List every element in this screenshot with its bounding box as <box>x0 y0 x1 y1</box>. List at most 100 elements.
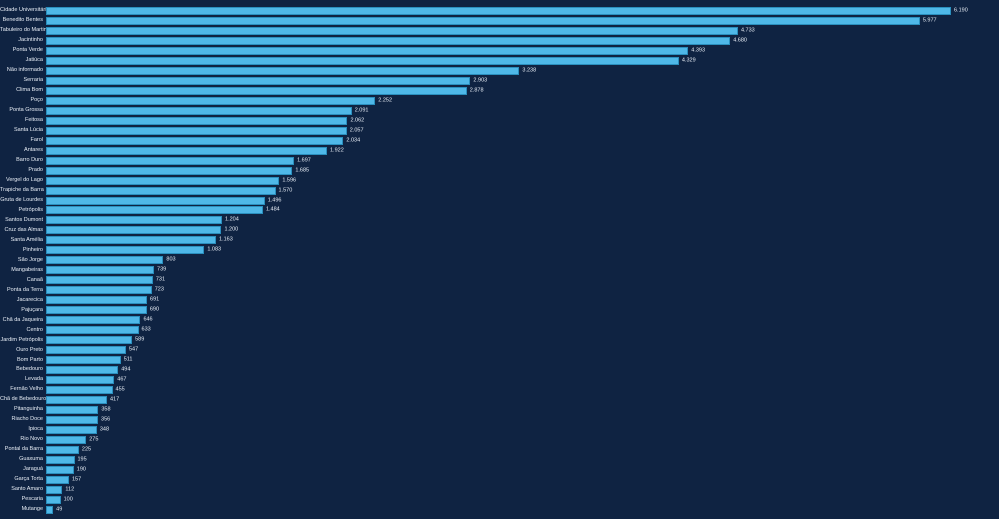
category-label: Garça Torta <box>0 477 46 483</box>
chart-row: Vergel do Lago1.596 <box>0 176 989 186</box>
category-label: Chã de Bebedouro <box>0 397 46 403</box>
bar-track: 2.252 <box>46 97 989 105</box>
bar-track: 5.977 <box>46 17 989 25</box>
category-label: Ouro Preto <box>0 348 46 354</box>
bar <box>46 87 467 95</box>
category-label: Prado <box>0 168 46 174</box>
bar-track: 356 <box>46 416 989 424</box>
value-label: 646 <box>140 318 152 324</box>
bar-track: 157 <box>46 476 989 484</box>
value-label: 1.083 <box>204 248 221 254</box>
value-label: 4.393 <box>688 48 705 54</box>
bar-track: 589 <box>46 336 989 344</box>
value-label: 5.977 <box>920 18 937 24</box>
category-label: Levada <box>0 377 46 383</box>
bar-track: 455 <box>46 386 989 394</box>
chart-row: Garça Torta157 <box>0 475 989 485</box>
bar-track: 6.190 <box>46 7 989 15</box>
value-label: 1.697 <box>294 158 311 164</box>
chart-row: Ipioca348 <box>0 425 989 435</box>
category-label: Ponta Verde <box>0 48 46 54</box>
bar-track: 100 <box>46 496 989 504</box>
bar-track: 1.922 <box>46 147 989 155</box>
bar <box>46 366 118 374</box>
bar-track: 691 <box>46 296 989 304</box>
bar-track: 195 <box>46 456 989 464</box>
chart-row: Chã da Jaqueira646 <box>0 316 989 326</box>
value-label: 49 <box>53 507 62 513</box>
category-label: Jaraguá <box>0 467 46 473</box>
value-label: 2.252 <box>375 98 392 104</box>
bar <box>46 506 53 514</box>
chart-row: Levada467 <box>0 375 989 385</box>
bar-track: 1.204 <box>46 216 989 224</box>
chart-row: Rio Novo275 <box>0 435 989 445</box>
value-label: 589 <box>132 338 144 344</box>
bar <box>46 57 679 65</box>
bar <box>46 396 107 404</box>
value-label: 455 <box>113 387 125 393</box>
chart-row: São Jorge803 <box>0 256 989 266</box>
value-label: 723 <box>152 288 164 294</box>
value-label: 112 <box>62 487 74 493</box>
bar-track: 633 <box>46 326 989 334</box>
category-label: Serraria <box>0 78 46 84</box>
value-label: 2.878 <box>467 88 484 94</box>
category-label: Barro Duro <box>0 158 46 164</box>
bar <box>46 256 163 264</box>
bar <box>46 486 62 494</box>
category-label: Santo Amaro <box>0 487 46 493</box>
chart-row: Benedito Bentes5.977 <box>0 16 989 26</box>
category-label: Santa Amélia <box>0 238 46 244</box>
bar <box>46 386 113 394</box>
chart-row: Feitosa2.062 <box>0 116 989 126</box>
category-label: Guaxuma <box>0 457 46 463</box>
bar <box>46 77 470 85</box>
bar <box>46 167 292 175</box>
category-label: Centro <box>0 328 46 334</box>
category-label: Vergel do Lago <box>0 178 46 184</box>
bar <box>46 316 140 324</box>
chart-row: Petrópolis1.484 <box>0 206 989 216</box>
bar-track: 1.685 <box>46 167 989 175</box>
bar <box>46 7 951 15</box>
chart-row: Tabuleiro do Martins4.733 <box>0 26 989 36</box>
bar-track: 49 <box>46 506 989 514</box>
chart-row: Gruta de Lourdes1.496 <box>0 196 989 206</box>
chart-row: Jaraguá 190 <box>0 465 989 475</box>
chart-row: Mangabeiras739 <box>0 266 989 276</box>
category-label: Jacarecica <box>0 298 46 304</box>
chart-row: Jatiúca4.329 <box>0 56 989 66</box>
value-label: 358 <box>98 407 110 413</box>
bar-track: 2.878 <box>46 87 989 95</box>
bar-track: 4.680 <box>46 37 989 45</box>
bar-track: 3.238 <box>46 67 989 75</box>
value-label: 190 <box>74 467 86 473</box>
chart-row: Santos Dumont 1.204 <box>0 216 989 226</box>
value-label: 195 <box>75 457 87 463</box>
bar-track: 348 <box>46 426 989 434</box>
bar-track: 2.091 <box>46 107 989 115</box>
category-label: Clima Bom <box>0 88 46 94</box>
category-label: Ponta Grossa <box>0 108 46 114</box>
value-label: 1.204 <box>222 218 239 224</box>
value-label: 6.190 <box>951 8 968 14</box>
bar <box>46 376 114 384</box>
value-label: 225 <box>79 447 91 453</box>
bar-track: 4.733 <box>46 27 989 35</box>
category-label: Cidade Universitária <box>0 8 46 14</box>
category-label: São Jorge <box>0 258 46 264</box>
bar <box>46 406 98 414</box>
bar <box>46 456 75 464</box>
bar <box>46 446 79 454</box>
bar-track: 275 <box>46 436 989 444</box>
category-label: Gruta de Lourdes <box>0 198 46 204</box>
bar <box>46 306 147 314</box>
chart-row: Santo Amaro 112 <box>0 485 989 495</box>
category-label: Santos Dumont <box>0 218 46 224</box>
category-label: Bebedouro <box>0 367 46 373</box>
category-label: Rio Novo <box>0 437 46 443</box>
chart-row: Bom Parto511 <box>0 355 989 365</box>
bar <box>46 346 126 354</box>
bar <box>46 336 132 344</box>
